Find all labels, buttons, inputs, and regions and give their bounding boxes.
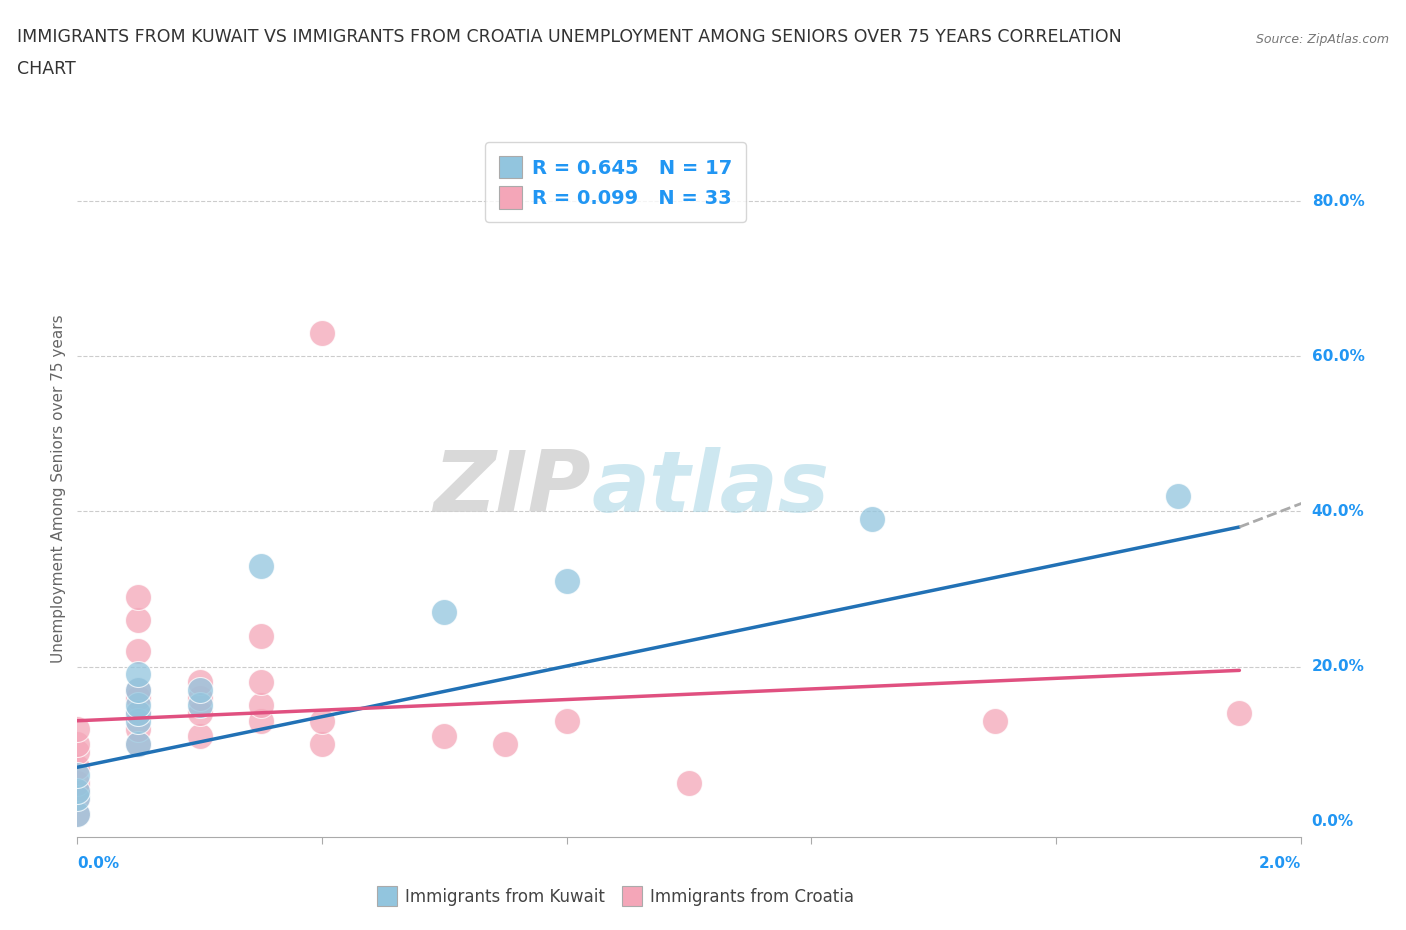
Point — [66, 760, 89, 775]
Text: 20.0%: 20.0% — [1312, 659, 1365, 674]
Point — [66, 767, 89, 782]
Point — [250, 713, 273, 728]
Point — [555, 713, 578, 728]
Point — [678, 776, 700, 790]
Point — [66, 776, 89, 790]
Point — [250, 558, 273, 573]
Text: 0.0%: 0.0% — [1312, 814, 1354, 829]
Point — [66, 737, 89, 751]
Point — [311, 713, 333, 728]
Point — [1229, 706, 1251, 721]
Y-axis label: Unemployment Among Seniors over 75 years: Unemployment Among Seniors over 75 years — [51, 314, 66, 662]
Point — [127, 713, 149, 728]
Point — [127, 706, 149, 721]
Point — [555, 574, 578, 589]
Point — [311, 326, 333, 340]
Text: atlas: atlas — [591, 446, 830, 530]
Text: 2.0%: 2.0% — [1258, 856, 1301, 870]
Text: ZIP: ZIP — [433, 446, 591, 530]
Point — [66, 806, 89, 821]
Point — [66, 783, 89, 798]
Point — [433, 604, 456, 619]
Point — [127, 737, 149, 751]
Point — [127, 683, 149, 698]
Point — [250, 698, 273, 712]
Point — [188, 698, 211, 712]
Point — [1167, 488, 1189, 503]
Point — [66, 790, 89, 805]
Point — [188, 729, 211, 744]
Legend: Immigrants from Kuwait, Immigrants from Croatia: Immigrants from Kuwait, Immigrants from … — [370, 880, 860, 912]
Point — [860, 512, 884, 526]
Text: Source: ZipAtlas.com: Source: ZipAtlas.com — [1256, 33, 1389, 46]
Point — [127, 644, 149, 658]
Point — [311, 737, 333, 751]
Point — [66, 744, 89, 759]
Point — [66, 790, 89, 805]
Point — [127, 721, 149, 736]
Point — [127, 590, 149, 604]
Point — [127, 706, 149, 721]
Point — [250, 674, 273, 689]
Text: CHART: CHART — [17, 60, 76, 78]
Point — [127, 683, 149, 698]
Point — [188, 706, 211, 721]
Point — [66, 806, 89, 821]
Text: 80.0%: 80.0% — [1312, 194, 1364, 209]
Point — [127, 613, 149, 628]
Text: 60.0%: 60.0% — [1312, 349, 1365, 364]
Point — [66, 783, 89, 798]
Point — [188, 674, 211, 689]
Point — [127, 698, 149, 712]
Text: 40.0%: 40.0% — [1312, 504, 1364, 519]
Text: 0.0%: 0.0% — [77, 856, 120, 870]
Point — [188, 690, 211, 705]
Point — [250, 628, 273, 643]
Point — [127, 737, 149, 751]
Point — [433, 729, 456, 744]
Text: IMMIGRANTS FROM KUWAIT VS IMMIGRANTS FROM CROATIA UNEMPLOYMENT AMONG SENIORS OVE: IMMIGRANTS FROM KUWAIT VS IMMIGRANTS FRO… — [17, 28, 1122, 46]
Point — [984, 713, 1007, 728]
Point — [66, 721, 89, 736]
Point — [495, 737, 517, 751]
Point — [127, 667, 149, 682]
Point — [188, 683, 211, 698]
Point — [127, 690, 149, 705]
